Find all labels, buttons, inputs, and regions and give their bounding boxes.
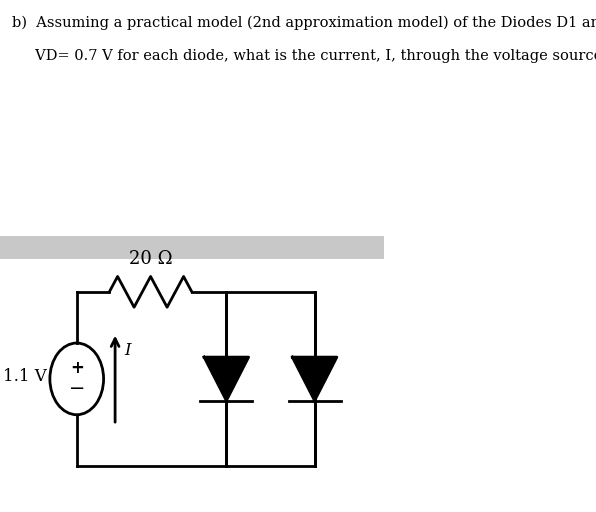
Polygon shape	[204, 357, 249, 400]
Bar	[0, 236, 384, 259]
Polygon shape	[293, 357, 337, 400]
Text: 1.1 V: 1.1 V	[3, 368, 47, 385]
Text: I: I	[125, 342, 131, 359]
Text: 20 Ω: 20 Ω	[129, 249, 172, 268]
Text: VD= 0.7 V for each diode, what is the current, I, through the voltage source?: VD= 0.7 V for each diode, what is the cu…	[11, 49, 596, 62]
Text: +: +	[70, 358, 83, 377]
Text: b)  Assuming a practical model (2nd approximation model) of the Diodes D1 and D2: b) Assuming a practical model (2nd appro…	[11, 15, 596, 30]
Text: −: −	[69, 378, 85, 398]
